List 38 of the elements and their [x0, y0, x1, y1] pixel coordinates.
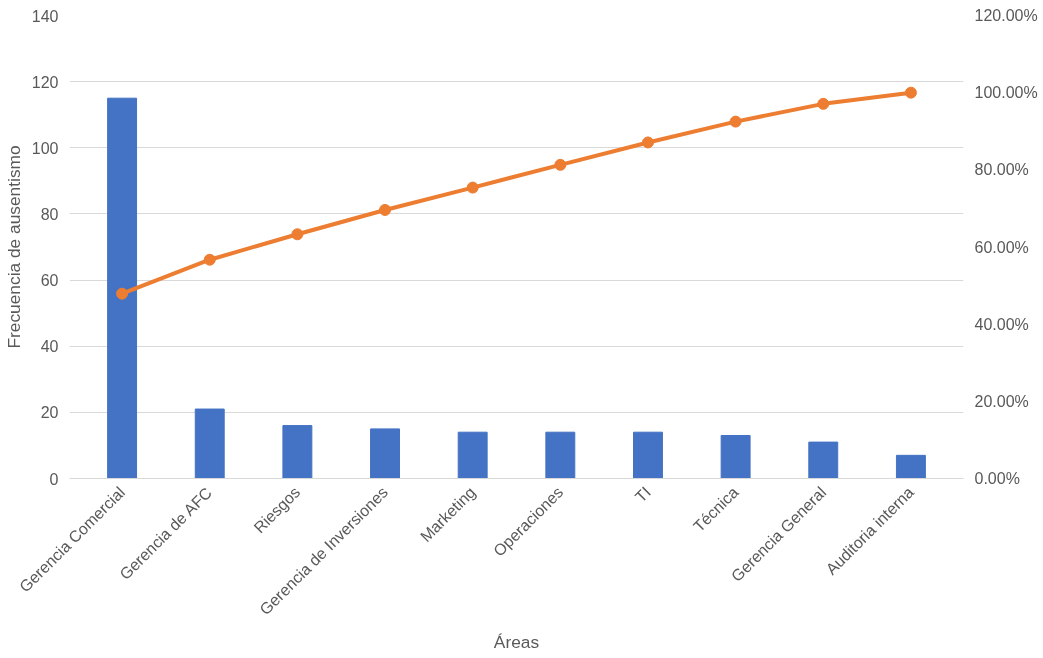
point — [116, 287, 129, 300]
point — [291, 228, 304, 241]
y-tick-label: 0 — [49, 470, 59, 488]
bar — [107, 97, 138, 479]
bar — [457, 431, 488, 479]
y-tick-label: 140 — [31, 7, 59, 25]
y-tick-label: 60 — [40, 272, 59, 290]
point — [466, 181, 479, 194]
point — [379, 203, 392, 216]
bar — [808, 441, 839, 479]
y2-tick-label: 40.00% — [974, 315, 1029, 333]
y2-tick-label: 100.00% — [974, 84, 1038, 102]
y-tick-label: 80 — [40, 205, 59, 223]
y-axis-title: Frecuencia de ausentismo — [3, 145, 24, 349]
point — [203, 253, 216, 266]
x-axis-title: Áreas — [493, 632, 540, 653]
y2-tick-label: 20.00% — [974, 392, 1029, 410]
y-tick-label: 40 — [40, 338, 59, 356]
bar — [194, 408, 225, 479]
point — [729, 115, 742, 128]
y2-tick-label: 0.00% — [974, 470, 1020, 487]
point — [641, 136, 654, 149]
y-tick-label: 120 — [31, 73, 59, 91]
bar — [282, 425, 313, 479]
point — [817, 97, 830, 110]
y2-tick-label: 120.00% — [974, 7, 1038, 24]
y2-tick-label: 60.00% — [974, 238, 1029, 256]
bar — [633, 431, 663, 479]
bar — [895, 454, 926, 479]
y-tick-label: 100 — [31, 139, 59, 157]
bar — [720, 435, 751, 479]
point — [554, 158, 567, 171]
x-tick-label: TI — [631, 483, 654, 506]
bar — [545, 431, 576, 479]
point — [904, 86, 917, 99]
y-tick-label: 20 — [40, 404, 59, 422]
y2-tick-label: 80.00% — [974, 161, 1029, 179]
bar — [370, 428, 400, 479]
